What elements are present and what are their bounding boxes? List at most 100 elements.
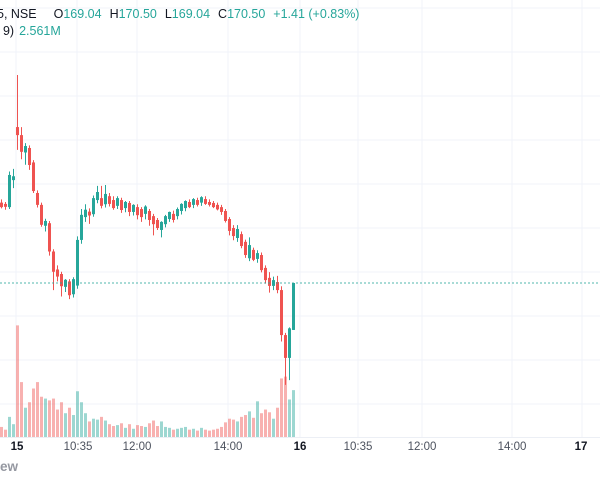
volume-bar bbox=[272, 418, 275, 437]
volume-bar bbox=[116, 425, 119, 437]
volume-bar bbox=[160, 421, 163, 437]
candle-body bbox=[96, 192, 99, 201]
candle-body bbox=[292, 283, 295, 330]
candle-body bbox=[80, 214, 83, 240]
candle-body bbox=[256, 253, 259, 259]
volume-bar bbox=[148, 423, 151, 437]
candle-body bbox=[232, 228, 235, 237]
candle-body bbox=[12, 176, 15, 181]
volume-bar bbox=[188, 429, 191, 437]
candle-body bbox=[260, 255, 263, 271]
candle-body bbox=[204, 199, 207, 204]
volume-bar bbox=[220, 426, 223, 437]
candle-body bbox=[268, 277, 271, 286]
candle-body bbox=[228, 219, 231, 231]
close-readout: C170.50 bbox=[218, 7, 266, 21]
candle-body bbox=[100, 198, 103, 206]
price-chart-canvas[interactable] bbox=[0, 0, 600, 437]
volume-bar bbox=[200, 427, 203, 437]
candle-body bbox=[132, 204, 135, 212]
volume-bar bbox=[76, 391, 79, 437]
candle-body bbox=[212, 202, 215, 208]
volume-bar bbox=[284, 376, 287, 437]
candle-body bbox=[160, 221, 163, 230]
volume-bar bbox=[140, 426, 143, 437]
time-tick: 10:35 bbox=[63, 441, 93, 453]
candle-body bbox=[168, 211, 171, 220]
volume-bar bbox=[72, 415, 75, 437]
candle-body bbox=[24, 146, 27, 153]
volume-bar bbox=[40, 396, 43, 437]
volume-bar bbox=[96, 419, 99, 437]
time-axis[interactable]: 15 10:35 12:00 14:00 16 10:35 12:00 14:00 17 bbox=[0, 437, 600, 460]
volume-bar bbox=[64, 413, 67, 437]
candle-body bbox=[120, 200, 123, 211]
open-readout: O169.04 bbox=[53, 7, 102, 21]
volume-bar bbox=[112, 426, 115, 437]
volume-bar bbox=[232, 419, 235, 437]
candle-body bbox=[8, 174, 11, 208]
candle-body bbox=[172, 213, 175, 220]
candle-body bbox=[84, 209, 87, 218]
candle-body bbox=[180, 203, 183, 211]
candle-body bbox=[60, 273, 63, 287]
candle-body bbox=[200, 197, 203, 203]
volume-bar bbox=[176, 428, 179, 437]
tradingview-logo-fragment[interactable]: ew bbox=[0, 459, 19, 474]
candle-body bbox=[192, 199, 195, 205]
volume-bar bbox=[292, 390, 295, 437]
candle-body bbox=[196, 200, 199, 205]
volume-bar bbox=[260, 413, 263, 437]
candle-body bbox=[264, 267, 267, 281]
volume-bar bbox=[184, 426, 187, 437]
volume-bar bbox=[244, 415, 247, 437]
candle-body bbox=[16, 127, 19, 136]
candle-body bbox=[184, 201, 187, 209]
change-readout: +1.41 (+0.83%) bbox=[273, 7, 360, 21]
time-tick: 12:00 bbox=[122, 441, 152, 453]
volume-bar bbox=[264, 409, 267, 437]
candle-body bbox=[152, 216, 155, 225]
volume-bar bbox=[44, 398, 47, 437]
candle-body bbox=[244, 241, 247, 256]
ohlc-row: 5, NSE O169.04 H170.50 L169.04 C170.50 +1.41 … bbox=[0, 6, 359, 23]
candle-body bbox=[284, 335, 287, 358]
volume-row: , 9) 2.561M bbox=[0, 23, 359, 40]
time-tick: 14:00 bbox=[497, 441, 527, 453]
candle-body bbox=[224, 210, 227, 221]
volume-bar bbox=[212, 429, 215, 437]
volume-bar bbox=[4, 429, 7, 437]
volume-bar bbox=[168, 427, 171, 437]
volume-bar bbox=[164, 426, 167, 437]
volume-bar bbox=[84, 413, 87, 437]
volume-bar bbox=[108, 424, 111, 437]
candle-body bbox=[88, 211, 91, 216]
volume-bar bbox=[48, 400, 51, 437]
volume-bar bbox=[8, 416, 11, 437]
volume-bar bbox=[256, 401, 259, 437]
candle-body bbox=[276, 282, 279, 291]
candle-body bbox=[76, 239, 79, 286]
volume-bar bbox=[124, 427, 127, 437]
candle-body bbox=[144, 206, 147, 214]
volume-bar bbox=[228, 418, 231, 437]
candle-body bbox=[52, 251, 55, 272]
symbol-title-fragment: 5, NSE bbox=[0, 7, 37, 21]
candle-body bbox=[44, 220, 47, 226]
candle-body bbox=[40, 204, 43, 225]
candle-body bbox=[240, 234, 243, 247]
volume-bar bbox=[196, 430, 199, 437]
candle-body bbox=[48, 223, 51, 252]
volume-bar bbox=[128, 424, 131, 437]
volume-bar bbox=[172, 429, 175, 437]
candle-body bbox=[92, 198, 95, 215]
candle-body bbox=[220, 207, 223, 212]
candle-body bbox=[28, 147, 31, 166]
candle-body bbox=[32, 162, 35, 192]
candle-body bbox=[216, 204, 219, 210]
time-tick-day: 15 bbox=[10, 441, 24, 453]
candle-body bbox=[288, 328, 291, 358]
volume-bar bbox=[12, 424, 15, 437]
volume-bar bbox=[280, 378, 283, 437]
